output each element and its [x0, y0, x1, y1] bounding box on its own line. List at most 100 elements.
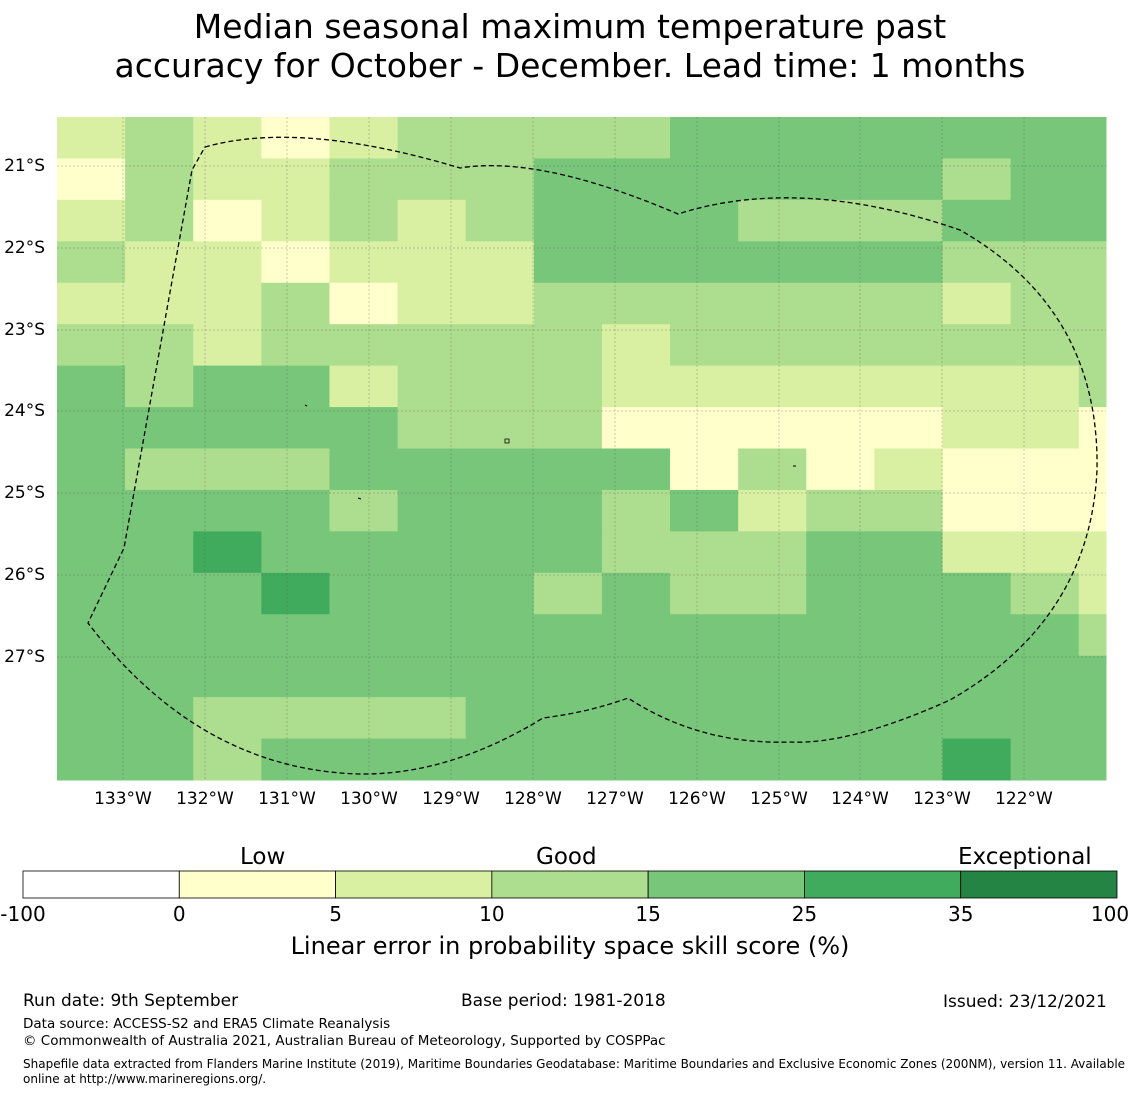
grid-cell — [193, 199, 262, 242]
island-2 — [304, 404, 308, 407]
grid-cell — [738, 241, 807, 284]
grid-cell — [57, 738, 126, 781]
grid-cell — [738, 324, 807, 367]
grid-cell — [193, 489, 262, 532]
colorbar-segment — [22, 870, 180, 899]
shapefile-credit-line-2: online at http://www.marineregions.org/. — [23, 1072, 267, 1086]
grid-cell — [329, 655, 399, 698]
grid-cell — [465, 697, 535, 740]
grid-cell — [329, 448, 399, 491]
grid-cell — [125, 324, 194, 367]
grid-cell — [329, 697, 399, 740]
grid-cell — [1010, 738, 1080, 781]
grid-cell — [806, 448, 875, 491]
grid-cell — [874, 614, 944, 657]
longitude-label: 122°W — [995, 789, 1053, 809]
base-period: Base period: 1981-2018 — [461, 991, 666, 1011]
grid-cell — [942, 199, 1012, 242]
grid-cell — [806, 655, 875, 698]
grid-cell — [57, 655, 126, 698]
grid-cell — [942, 448, 1012, 491]
colorbar-segment — [960, 870, 1118, 899]
grid-cell — [261, 324, 330, 367]
longitude-label: 132°W — [176, 789, 234, 809]
grid-cell — [261, 531, 330, 574]
grid-cell — [670, 365, 739, 408]
grid-cell — [1078, 655, 1107, 698]
grid-cell — [193, 365, 262, 408]
grid-cell — [397, 407, 467, 449]
grid-cell — [261, 572, 330, 615]
colorbar-tick-label: 100 — [1090, 902, 1130, 926]
grid-cell — [329, 489, 399, 532]
map-title-line-2: accuracy for October - December. Lead ti… — [114, 46, 1026, 85]
grid-cell — [601, 697, 671, 740]
grid-cell — [806, 489, 875, 532]
grid-cell — [533, 365, 603, 408]
grid-cell — [738, 158, 807, 201]
longitude-label: 127°W — [586, 789, 644, 809]
grid-cell — [601, 489, 671, 532]
grid-cell — [942, 282, 1012, 325]
grid-cell — [670, 448, 739, 491]
grid-cell — [1078, 531, 1107, 574]
longitude-label: 129°W — [422, 789, 480, 809]
grid-cell — [533, 572, 603, 615]
grid-cell — [1010, 365, 1080, 408]
grid-cell — [601, 282, 671, 325]
grid-cell — [533, 282, 603, 325]
grid-cell — [738, 117, 807, 159]
grid-cell — [601, 448, 671, 491]
copyright: © Commonwealth of Australia 2021, Austra… — [23, 1033, 666, 1049]
longitude-label: 126°W — [668, 789, 726, 809]
grid-cell — [57, 241, 126, 284]
grid-cell — [1010, 614, 1080, 657]
grid-cell — [874, 158, 944, 201]
grid-cell — [193, 282, 262, 325]
colorbar-segment — [647, 870, 805, 899]
grid-cell — [601, 199, 671, 242]
grid-cell — [533, 241, 603, 284]
longitude-label: 131°W — [258, 789, 316, 809]
colorbar-tick-label: 10 — [479, 902, 505, 926]
grid-cell — [670, 655, 739, 698]
run-date: Run date: 9th September — [23, 991, 239, 1011]
island-1 — [504, 438, 510, 444]
grid-cell — [193, 407, 262, 449]
grid-cell — [57, 448, 126, 491]
grid-cell — [1078, 199, 1107, 242]
grid-cell — [465, 324, 535, 367]
grid-cell — [397, 199, 467, 242]
latitude-label: 26°S — [4, 565, 45, 585]
grid-cell — [942, 158, 1012, 201]
grid-cell — [397, 282, 467, 325]
grid-cell — [670, 614, 739, 657]
colorbar-segment — [178, 870, 336, 899]
grid-cell — [738, 199, 807, 242]
grid-cell — [125, 614, 194, 657]
grid-cell — [738, 282, 807, 325]
grid-cell — [125, 158, 194, 201]
grid-cell — [57, 407, 126, 449]
grid-cell — [1078, 282, 1107, 325]
longitude-label: 130°W — [340, 789, 398, 809]
grid-cell — [397, 655, 467, 698]
grid-cell — [397, 158, 467, 201]
grid-cell — [874, 117, 944, 159]
grid-cell — [1010, 655, 1080, 698]
grid-cell — [125, 489, 194, 532]
grid-cell — [1010, 697, 1080, 740]
grid-cell — [57, 365, 126, 408]
colorbar-segment — [804, 870, 962, 899]
grid-cell — [1078, 117, 1107, 159]
grid-cell — [670, 282, 739, 325]
grid-cell — [601, 324, 671, 367]
grid-cell — [670, 407, 739, 449]
grid-cell — [806, 324, 875, 367]
grid-cell — [1010, 572, 1080, 615]
grid-cell — [601, 407, 671, 449]
grid-cell — [806, 117, 875, 159]
grid-cell — [942, 324, 1012, 367]
longitude-label: 124°W — [831, 789, 889, 809]
grid-cell — [329, 614, 399, 657]
